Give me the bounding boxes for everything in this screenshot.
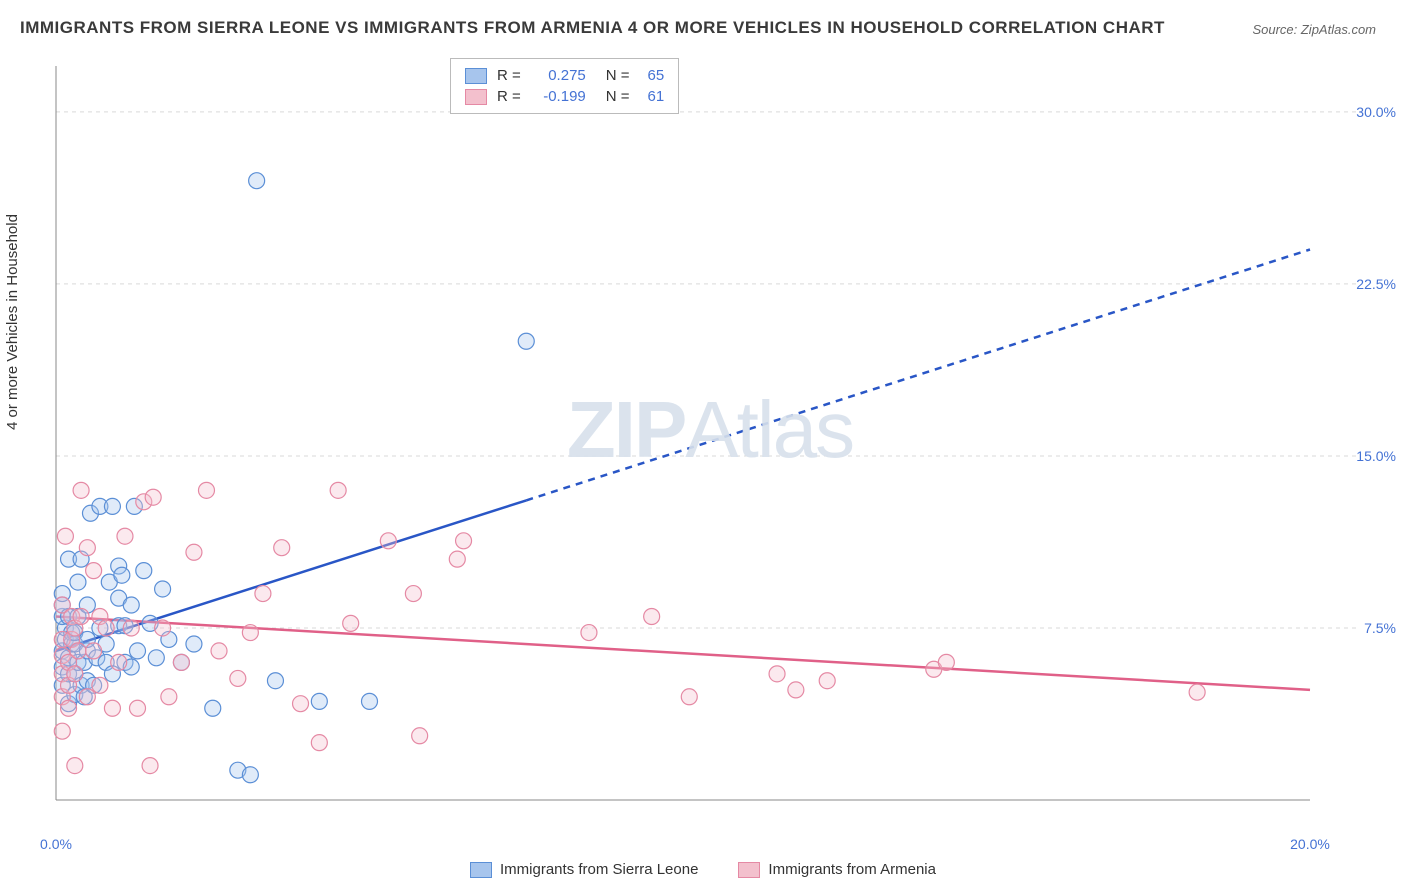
swatch-series1 [465,68,487,84]
n-label: N = [606,88,630,105]
y-tick-label: 30.0% [1356,104,1396,120]
legend-label-series2: Immigrants from Armenia [768,861,936,878]
legend-label-series1: Immigrants from Sierra Leone [500,861,698,878]
n-value-series1: 65 [648,67,665,84]
correlation-legend: R = 0.275 N = 65 R = -0.199 N = 61 [450,58,679,114]
x-tick-label: 0.0% [40,836,72,852]
legend-item-series1: Immigrants from Sierra Leone [470,861,698,878]
n-value-series2: 61 [648,88,665,105]
r-value-series1: 0.275 [531,67,586,84]
legend-item-series2: Immigrants from Armenia [738,861,936,878]
y-tick-label: 15.0% [1356,448,1396,464]
y-tick-label: 22.5% [1356,276,1396,292]
x-tick-label: 20.0% [1290,836,1330,852]
correlation-row-series2: R = -0.199 N = 61 [465,86,664,107]
n-label: N = [606,67,630,84]
swatch-series2 [465,89,487,105]
chart-title: IMMIGRANTS FROM SIERRA LEONE VS IMMIGRAN… [20,18,1165,38]
legend-swatch-series1 [470,862,492,878]
r-label: R = [497,88,521,105]
plot-area: ZIPAtlas [50,60,1370,830]
chart-svg [50,60,1370,830]
series-legend: Immigrants from Sierra Leone Immigrants … [0,861,1406,878]
y-tick-label: 7.5% [1364,620,1396,636]
r-label: R = [497,67,521,84]
r-value-series2: -0.199 [531,88,586,105]
y-axis-label: 4 or more Vehicles in Household [4,214,21,430]
source-label: Source: ZipAtlas.com [1252,22,1376,37]
correlation-row-series1: R = 0.275 N = 65 [465,65,664,86]
legend-swatch-series2 [738,862,760,878]
